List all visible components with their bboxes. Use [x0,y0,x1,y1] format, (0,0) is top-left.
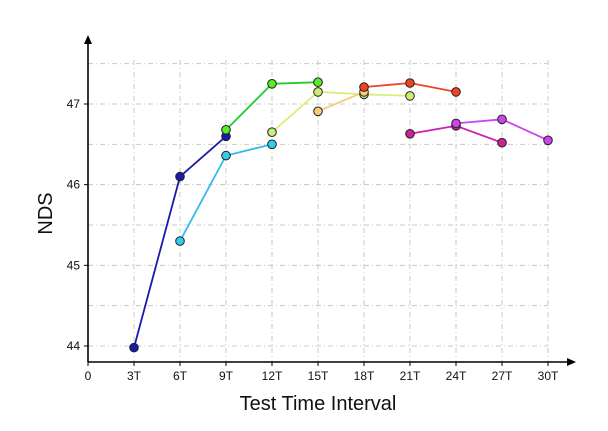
data-point [175,236,185,246]
data-point [405,91,415,101]
series-lines [133,81,549,348]
data-point [221,150,231,161]
data-point [497,114,507,125]
series-line [317,91,365,113]
y-axis-title: NDS [35,192,57,234]
data-point [451,118,461,129]
x-tick-label: 12T [262,369,283,383]
grid [88,60,549,362]
x-tick-label: 6T [173,369,188,383]
data-point [497,137,507,148]
data-point [267,139,277,150]
data-point [267,79,277,89]
series-markers [129,77,553,353]
x-axis-arrow [567,358,576,366]
data-point [451,87,461,97]
series-line [271,90,411,133]
data-point [313,106,323,117]
data-point [543,135,553,146]
data-point [313,87,323,97]
x-tick-label: 9T [219,369,234,383]
data-point [221,125,231,135]
data-point [405,129,415,139]
data-point [175,171,185,182]
x-axis-title: Test Time Interval [240,393,397,415]
y-tick-label: 44 [67,339,81,353]
x-tick-label: 24T [446,369,467,383]
x-tick-label: 15T [308,369,329,383]
data-point [405,78,415,88]
y-tick-label: 46 [67,178,81,192]
x-tick-label: 27T [492,369,513,383]
y-tick-label: 45 [67,258,81,272]
x-tick-label: 21T [400,369,421,383]
x-tick-label: 18T [354,369,375,383]
x-tick-label: 0 [85,369,92,383]
y-tick-label: 47 [67,97,81,111]
y-axis-arrow [84,35,92,44]
tick-labels: 0 3T 6T 9T 12T 15T 18T 21T 24T 27T 30T 44 45 46 47 [67,97,559,383]
data-point [359,82,369,92]
data-point [129,342,139,353]
data-point [313,77,323,87]
x-tick-label: 30T [538,369,559,383]
data-point [267,127,277,137]
axes [84,35,576,366]
x-tick-label: 3T [127,369,142,383]
